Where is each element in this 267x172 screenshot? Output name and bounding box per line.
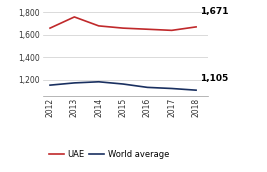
World average [97, 81, 100, 83]
UAE [73, 16, 76, 18]
Legend: UAE, World average: UAE, World average [45, 147, 172, 163]
World average [48, 84, 52, 86]
UAE [146, 28, 149, 30]
Line: UAE: UAE [50, 17, 196, 30]
World average [146, 86, 149, 88]
World average [73, 82, 76, 84]
World average [121, 83, 125, 85]
UAE [121, 27, 125, 29]
World average [170, 88, 173, 90]
UAE [170, 29, 173, 31]
World average [194, 89, 198, 91]
Text: 1,105: 1,105 [200, 74, 229, 83]
UAE [194, 26, 198, 28]
UAE [48, 27, 52, 29]
UAE [97, 25, 100, 27]
Line: World average: World average [50, 82, 196, 90]
Text: 1,671: 1,671 [200, 7, 229, 16]
